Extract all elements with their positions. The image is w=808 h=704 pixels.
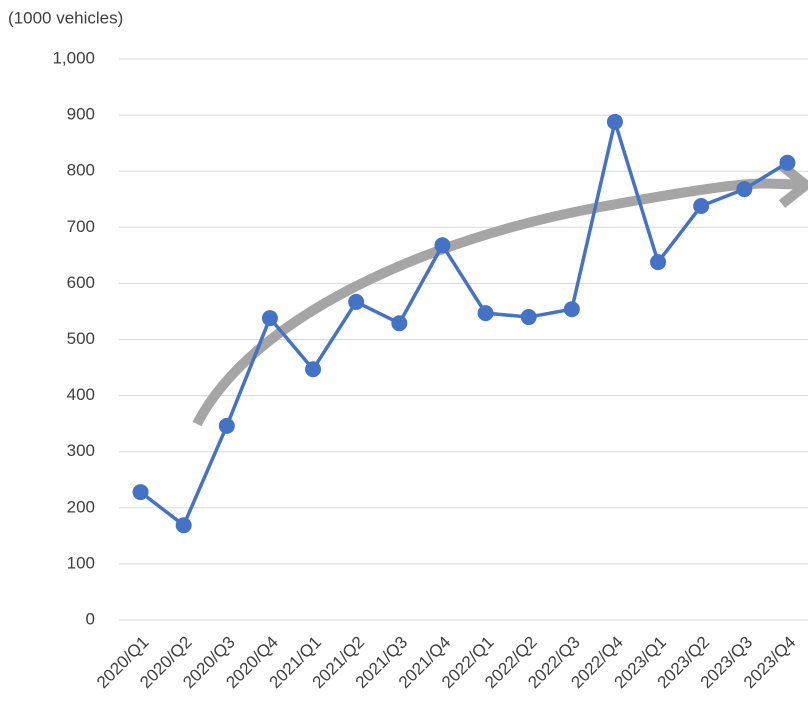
data-point — [391, 315, 408, 332]
y-tick-label: 0 — [86, 609, 95, 628]
y-tick-label: 500 — [67, 329, 95, 348]
y-tick-label: 300 — [67, 441, 95, 460]
data-point — [736, 181, 753, 198]
y-tick-label: 200 — [67, 497, 95, 516]
plot — [132, 113, 796, 534]
y-tick-label: 400 — [67, 385, 95, 404]
data-point — [348, 293, 365, 310]
y-tick-label: 600 — [67, 273, 95, 292]
y-tick-label: 100 — [67, 553, 95, 572]
data-point — [261, 310, 278, 327]
data-point — [693, 197, 710, 214]
data-point — [175, 517, 192, 534]
data-point — [563, 301, 580, 318]
y-tick-label: 700 — [67, 217, 95, 236]
data-point — [434, 237, 451, 254]
data-point — [132, 484, 149, 501]
y-axis-label: (1000 vehicles) — [8, 8, 123, 27]
trend-arrow — [192, 162, 808, 427]
data-point — [477, 305, 494, 322]
trend-curve — [192, 178, 801, 427]
trend-arrowhead — [778, 162, 808, 208]
data-point — [218, 417, 235, 434]
data-point — [779, 154, 796, 171]
y-tick-label: 900 — [67, 105, 95, 124]
data-point — [650, 254, 667, 271]
data-point — [520, 309, 537, 326]
y-tick-label: 1,000 — [52, 48, 95, 67]
grid: 0 100 200 300 400 500 600 700 800 900 1,000 — [52, 48, 808, 628]
y-tick-label: 800 — [67, 161, 95, 180]
data-point — [606, 113, 623, 130]
data-point — [305, 361, 322, 378]
data-line — [139, 120, 789, 527]
